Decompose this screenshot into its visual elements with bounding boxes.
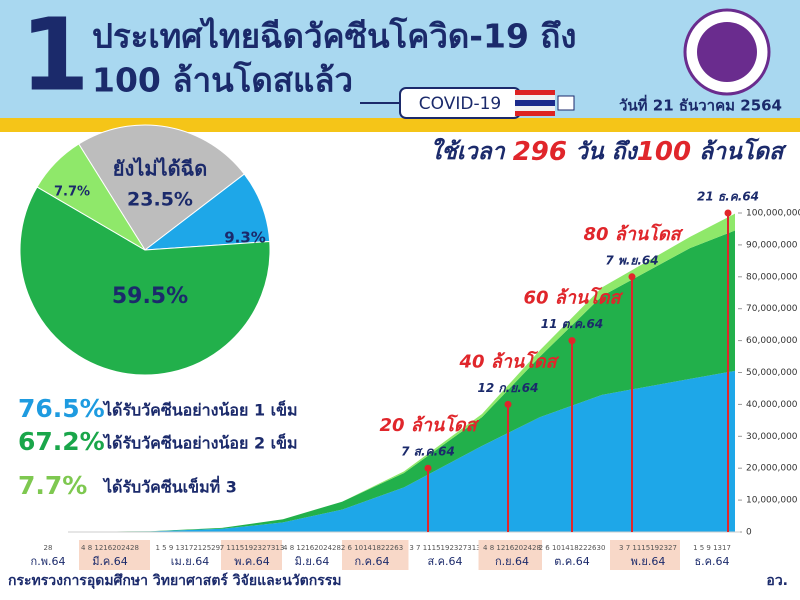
- x-tick-label: เม.ย.64: [171, 555, 209, 568]
- headline: ใช้เวลา 296 วัน ถึง100 ล้านโดส: [390, 137, 800, 167]
- x-tick-label: มิ.ย.64: [295, 555, 330, 568]
- x-day-labels: 1 5 9 1317: [693, 544, 731, 552]
- syringe-plunger: [557, 95, 575, 111]
- date: วันที่ 21 ธันวาคม 2564: [619, 95, 782, 115]
- headline-part: 296: [513, 137, 567, 167]
- headline-part: 100: [637, 137, 691, 167]
- title-number: 1: [20, 0, 90, 113]
- y-tick-label: 70,000,000: [746, 304, 798, 314]
- milestone-label: 60 ล้านโดส: [523, 287, 623, 309]
- milestone-date: 7 ส.ค.64: [401, 445, 455, 459]
- title-line: ประเทศไทยฉีดวัคซีนโควิด-19 ถึง: [92, 17, 577, 56]
- month-band: [221, 540, 282, 570]
- logo-inner: [697, 22, 757, 82]
- banner-text: COVID-19: [419, 94, 501, 114]
- stat-text: ได้รับวัคซีนอย่างน้อย 2 เข็ม: [102, 432, 298, 453]
- footer-short: อว.: [766, 573, 788, 589]
- pie-slice: [36, 143, 146, 251]
- milestone-label: 40 ล้านโดส: [458, 350, 559, 372]
- y-tick-label: 90,000,000: [746, 240, 798, 250]
- x-day-labels: 4 8 1216202428: [483, 544, 541, 552]
- flag-stripe: [515, 90, 555, 95]
- y-tick-label: 50,000,000: [746, 368, 798, 378]
- x-tick-label: ก.ย.64: [495, 555, 529, 568]
- stat-percent: 7.7%: [18, 471, 87, 500]
- slice-value-label: 23.5%: [127, 189, 193, 211]
- x-day-labels: 2 6 10141822263: [341, 544, 403, 552]
- flag-stripe: [515, 100, 555, 106]
- stat-percent: 76.5%: [18, 394, 105, 423]
- y-tick-label: 0: [746, 528, 752, 538]
- y-tick-label: 30,000,000: [746, 432, 798, 442]
- x-day-labels: 4 8 1216202428: [81, 544, 139, 552]
- title-line: 100 ล้านโดสแล้ว: [92, 61, 353, 100]
- pie-slice: [78, 124, 246, 251]
- stat-text: ได้รับวัคซีนเข็มที่ 3: [102, 476, 237, 497]
- milestone-dot: [568, 337, 576, 345]
- stacked-area: [68, 230, 735, 533]
- milestone-label: 80 ล้านโดส: [583, 223, 683, 245]
- stat-percent: 67.2%: [18, 427, 105, 456]
- x-tick-label: พ.ค.64: [234, 555, 270, 568]
- slice-value-label: 59.5%: [112, 284, 188, 309]
- x-tick-label: ต.ค.64: [554, 555, 590, 568]
- milestone-date: 11 ต.ค.64: [541, 317, 604, 331]
- y-tick-label: 100,000,000: [746, 209, 800, 219]
- syringe-banner: COVID-19: [360, 87, 575, 119]
- x-tick-label: พ.ย.64: [631, 555, 666, 568]
- headline-part: ใช้เวลา: [430, 137, 513, 165]
- x-tick-label: ธ.ค.64: [694, 555, 729, 568]
- milestone-date: 7 พ.ย.64: [605, 253, 658, 267]
- milestone-dot: [628, 273, 636, 281]
- y-tick-label: 10,000,000: [746, 496, 798, 506]
- x-day-labels: 4 8 1216202428: [283, 544, 341, 552]
- stat-text: ได้รับวัคซีนอย่างน้อย 1 เข็ม: [102, 399, 298, 420]
- milestone-dot: [504, 400, 512, 408]
- x-tick-label: มี.ค.64: [92, 555, 128, 568]
- x-day-labels: 3 7 1115192327313: [409, 544, 480, 552]
- slice-value-label: 7.7%: [54, 185, 90, 200]
- milestone-date: 21 ธ.ค.64: [697, 190, 759, 204]
- x-tick-label: ส.ค.64: [427, 555, 462, 568]
- headline-part: ล้านโดส: [691, 137, 787, 165]
- month-band: [79, 540, 150, 570]
- milestone-dot: [424, 464, 432, 472]
- x-day-labels: 3 7 1115192327: [619, 544, 677, 552]
- headline-part: วัน ถึง: [567, 139, 639, 165]
- month-band: [610, 540, 680, 570]
- y-tick-label: 80,000,000: [746, 272, 798, 282]
- slice-value-label: 9.3%: [224, 229, 266, 247]
- milestone-date: 12 ก.ย.64: [478, 381, 539, 395]
- milestone-label: 20 ล้านโดส: [379, 414, 479, 436]
- x-tick-label: ก.ค.64: [354, 555, 389, 568]
- y-tick-label: 40,000,000: [746, 400, 798, 410]
- month-band: [342, 540, 409, 570]
- stacked-area: [68, 370, 735, 532]
- header-stripe: [0, 118, 800, 132]
- slice-label: ยังไม่ได้ฉีด: [113, 157, 207, 181]
- y-tick-label: 20,000,000: [746, 464, 798, 474]
- x-day-labels: 7 1115192327313: [220, 544, 285, 552]
- x-day-labels: 2 6 101418222630: [539, 544, 606, 552]
- footer-ministry: กระทรวงการอุดมศึกษา วิทยาศาสตร์ วิจัยและ…: [8, 572, 341, 589]
- month-band: [478, 540, 542, 570]
- pie-slice: [19, 186, 271, 376]
- flag-stripe: [515, 111, 555, 116]
- x-day-labels: 28: [44, 544, 53, 552]
- x-tick-label: ก.พ.64: [31, 555, 66, 568]
- y-tick-label: 60,000,000: [746, 336, 798, 346]
- x-day-labels: 1 5 9 13172125293: [155, 544, 224, 552]
- milestone-dot: [724, 209, 732, 217]
